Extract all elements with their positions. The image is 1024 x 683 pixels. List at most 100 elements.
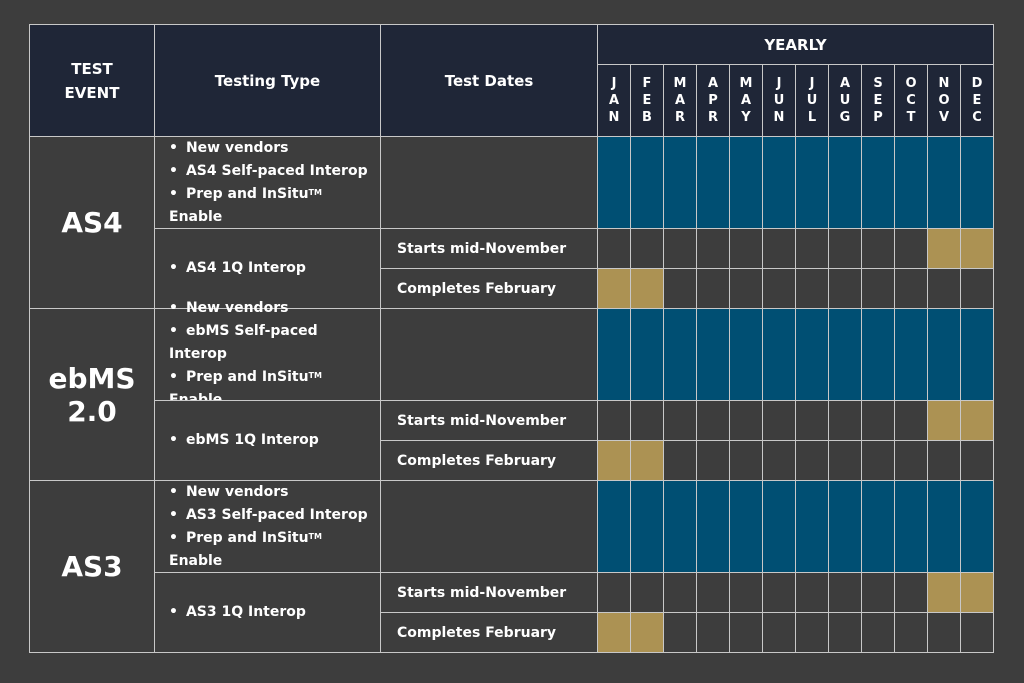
schedule-cell-oct [894, 572, 928, 613]
schedule-cell-apr [696, 268, 730, 309]
schedule-cell-feb [630, 612, 664, 653]
schedule-cell-jan [597, 308, 631, 401]
schedule-cell-apr [696, 480, 730, 573]
self-paced-test-dates [380, 308, 598, 401]
testing-type-list: New vendorsAS4 Self-paced InteropPrep an… [169, 137, 380, 229]
schedule-cell-jun [762, 400, 796, 441]
schedule-cell-oct [894, 308, 928, 401]
schedule-cell-oct [894, 400, 928, 441]
self-paced-test-dates [380, 136, 598, 229]
schedule-cell-apr [696, 572, 730, 613]
schedule-cell-dec [960, 612, 994, 653]
testing-type-list: New vendorsebMS Self-paced InteropPrep a… [169, 297, 380, 412]
schedule-cell-sep [861, 572, 895, 613]
schedule-cell-apr [696, 308, 730, 401]
test-event-name: AS4 [29, 136, 155, 309]
schedule-cell-sep [861, 400, 895, 441]
schedule-cell-oct [894, 136, 928, 229]
schedule-cell-apr [696, 400, 730, 441]
header-yearly: YEARLY [597, 24, 994, 65]
interop-test-date: Completes February [380, 268, 598, 309]
schedule-cell-apr [696, 228, 730, 269]
schedule-cell-jul [795, 572, 829, 613]
schedule-cell-oct [894, 228, 928, 269]
schedule-cell-jun [762, 480, 796, 573]
schedule-cell-jun [762, 572, 796, 613]
schedule-cell-sep [861, 268, 895, 309]
schedule-cell-dec [960, 572, 994, 613]
schedule-cell-sep [861, 612, 895, 653]
interop-test-date: Completes February [380, 612, 598, 653]
schedule-cell-oct [894, 440, 928, 481]
test-event-name: AS3 [29, 480, 155, 653]
schedule-cell-jul [795, 308, 829, 401]
schedule-cell-jun [762, 440, 796, 481]
interop-testing-type: AS3 1Q Interop [154, 572, 381, 653]
schedule-cell-oct [894, 268, 928, 309]
schedule-cell-oct [894, 480, 928, 573]
interop-test-date: Starts mid-November [380, 400, 598, 441]
schedule-cell-jan [597, 136, 631, 229]
schedule-cell-feb [630, 308, 664, 401]
testing-type-item: Prep and InSituTM Enable [169, 527, 380, 573]
schedule-cell-feb [630, 228, 664, 269]
schedule-cell-jan [597, 440, 631, 481]
schedule-cell-may [729, 308, 763, 401]
schedule-cell-jan [597, 268, 631, 309]
schedule-cell-oct [894, 612, 928, 653]
schedule-cell-feb [630, 136, 664, 229]
schedule-cell-aug [828, 308, 862, 401]
testing-type-item: AS4 1Q Interop [169, 257, 306, 280]
schedule-cell-nov [927, 572, 961, 613]
schedule-cell-aug [828, 136, 862, 229]
testing-type-item: AS3 1Q Interop [169, 601, 306, 624]
schedule-cell-jan [597, 572, 631, 613]
schedule-cell-nov [927, 136, 961, 229]
schedule-cell-feb [630, 572, 664, 613]
testing-type-item: New vendors [169, 137, 380, 160]
schedule-cell-jul [795, 136, 829, 229]
schedule-cell-jul [795, 228, 829, 269]
schedule-cell-aug [828, 268, 862, 309]
schedule-cell-aug [828, 400, 862, 441]
schedule-cell-aug [828, 228, 862, 269]
schedule-cell-mar [663, 136, 697, 229]
schedule-cell-mar [663, 308, 697, 401]
schedule-cell-dec [960, 228, 994, 269]
schedule-cell-feb [630, 440, 664, 481]
schedule-cell-sep [861, 308, 895, 401]
schedule-cell-nov [927, 440, 961, 481]
schedule-cell-dec [960, 440, 994, 481]
testing-type-item: AS3 Self-paced Interop [169, 504, 380, 527]
testing-type-item: ebMS Self-paced Interop [169, 320, 380, 366]
testing-type-list: New vendorsAS3 Self-paced InteropPrep an… [169, 481, 380, 573]
self-paced-testing-type: New vendorsebMS Self-paced InteropPrep a… [154, 300, 381, 408]
self-paced-testing-type: New vendorsAS3 Self-paced InteropPrep an… [154, 480, 381, 573]
schedule-cell-jan [597, 480, 631, 573]
interop-test-date: Starts mid-November [380, 572, 598, 613]
schedule-cell-jan [597, 612, 631, 653]
schedule-cell-feb [630, 268, 664, 309]
schedule-cell-nov [927, 228, 961, 269]
schedule-cell-jul [795, 268, 829, 309]
schedule-cell-jun [762, 308, 796, 401]
schedule-cell-may [729, 136, 763, 229]
schedule-cell-dec [960, 480, 994, 573]
testing-type-list: ebMS 1Q Interop [169, 429, 319, 452]
schedule-cell-nov [927, 308, 961, 401]
schedule-cell-feb [630, 400, 664, 441]
self-paced-testing-type: New vendorsAS4 Self-paced InteropPrep an… [154, 136, 381, 229]
schedule-cell-apr [696, 612, 730, 653]
schedule-cell-jan [597, 400, 631, 441]
schedule-cell-dec [960, 268, 994, 309]
schedule-cell-jun [762, 612, 796, 653]
